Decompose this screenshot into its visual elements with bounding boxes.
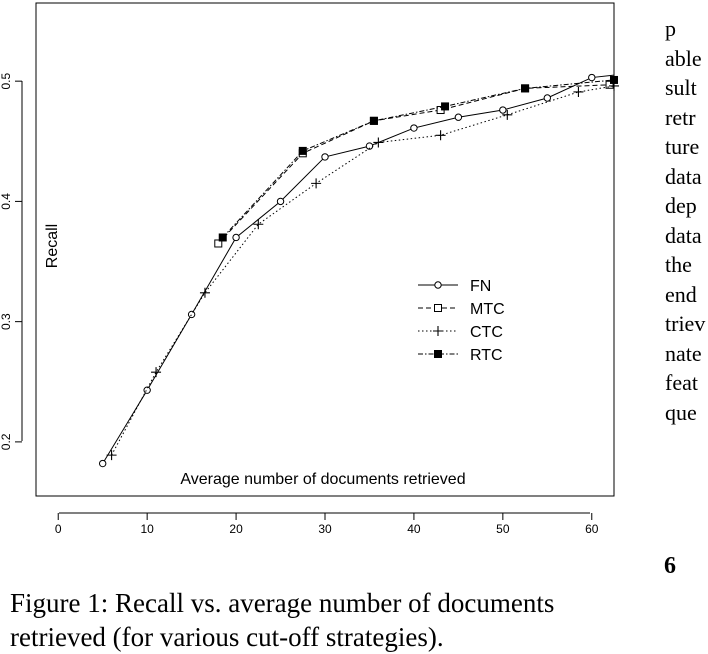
legend: FN MTC CTC RTC <box>418 278 505 364</box>
point-ctc-7 <box>502 109 513 120</box>
section-number: 6 <box>664 553 676 579</box>
point-fn-7 <box>410 124 418 132</box>
series-line-ctc <box>111 85 615 456</box>
side-text-line-3: retr <box>665 104 696 130</box>
side-text-line-12: feat <box>665 370 698 395</box>
point-ctc-2 <box>199 287 210 298</box>
series-mtc <box>214 80 614 248</box>
side-text-line-2: sult <box>665 75 697 100</box>
point-fn-2 <box>187 310 196 319</box>
point-mtc-0 <box>214 239 223 248</box>
side-text-column: p able sult retr ture data dep data the end triev n… <box>665 14 705 427</box>
point-rtc-2 <box>369 116 378 125</box>
caption-line-1: Figure 1: Recall vs. average number of d… <box>10 588 555 618</box>
point-ctc-8 <box>573 86 584 97</box>
x-tick-label-3: 30 <box>318 522 332 536</box>
point-mtc-5 <box>605 80 614 89</box>
point-ctc-3 <box>253 219 264 230</box>
series-layer <box>98 73 619 468</box>
side-text-line-0: p <box>665 16 676 41</box>
legend-marker-ctc <box>433 326 443 336</box>
point-rtc-3 <box>441 102 450 111</box>
series-line-rtc <box>222 79 615 238</box>
point-ctc-0 <box>106 450 117 461</box>
figure-caption: Figure 1: Recall vs. average number of d… <box>10 586 630 654</box>
point-rtc-4 <box>521 84 530 93</box>
series-ctc <box>106 80 619 461</box>
point-fn-0 <box>98 459 107 468</box>
x-tick-label-4: 40 <box>407 522 421 536</box>
plot-frame <box>35 2 615 497</box>
x-axis-label: Average number of documents retrieved <box>180 471 465 488</box>
point-rtc-1 <box>298 146 307 155</box>
side-text-line-5: data <box>665 163 702 189</box>
legend-marker-fn <box>434 281 442 289</box>
y-axis: 0.2 0.3 0.4 0.5 <box>0 72 23 450</box>
point-fn-10 <box>543 94 552 102</box>
point-fn-9 <box>499 106 507 114</box>
y-tick-label-1: 0.3 <box>0 313 13 330</box>
series-line-mtc <box>217 84 610 244</box>
series-line-fn <box>102 74 615 464</box>
legend-label-rtc: RTC <box>470 347 503 364</box>
side-text-line-13: que <box>665 399 697 425</box>
y-tick-label-3: 0.5 <box>0 72 13 89</box>
point-ctc-6 <box>435 130 446 141</box>
x-tick-label-2: 20 <box>229 522 243 536</box>
recall-chart: 0.2 0.3 0.4 0.5 0 10 20 30 40 50 60 Recall Averag… <box>0 2 619 536</box>
x-tick-label-6: 60 <box>585 522 599 536</box>
legend-marker-mtc <box>434 304 442 312</box>
point-rtc-5 <box>610 75 618 84</box>
point-ctc-4 <box>311 178 322 189</box>
y-axis-label: Recall <box>44 224 61 268</box>
series-fn <box>98 73 615 468</box>
point-ctc-5 <box>373 137 384 148</box>
x-tick-label-1: 10 <box>140 522 154 536</box>
y-tick-label-2: 0.4 <box>0 193 13 210</box>
caption-line-2: retrieved (for various cut-off strategie… <box>10 622 444 652</box>
legend-label-mtc: MTC <box>470 301 505 318</box>
point-fn-1 <box>143 386 151 394</box>
side-text-line-6: dep <box>665 193 697 218</box>
point-ctc-1 <box>151 367 162 378</box>
point-fn-8 <box>454 113 463 121</box>
side-text-line-9: end <box>665 281 697 307</box>
side-text-line-8: the <box>665 252 692 277</box>
legend-label-fn: FN <box>470 278 491 295</box>
point-fn-5 <box>321 153 329 161</box>
point-fn-11 <box>588 73 596 82</box>
legend-label-ctc: CTC <box>470 324 503 341</box>
x-axis: 0 10 20 30 40 50 60 <box>55 512 599 536</box>
point-fn-3 <box>232 233 240 242</box>
side-text-line-1: able <box>665 45 702 71</box>
side-text-line-11: nate <box>665 340 702 366</box>
x-tick-label-0: 0 <box>55 522 62 536</box>
series-rtc <box>218 75 618 242</box>
point-fn-4 <box>276 197 285 206</box>
point-rtc-0 <box>218 233 227 242</box>
side-text-line-10: triev <box>665 311 706 336</box>
side-text-line-7: data <box>665 222 702 248</box>
legend-marker-rtc <box>434 350 442 358</box>
side-text-line-4: ture <box>665 134 700 159</box>
x-tick-label-5: 50 <box>496 522 510 536</box>
y-tick-label-0: 0.2 <box>0 433 13 450</box>
